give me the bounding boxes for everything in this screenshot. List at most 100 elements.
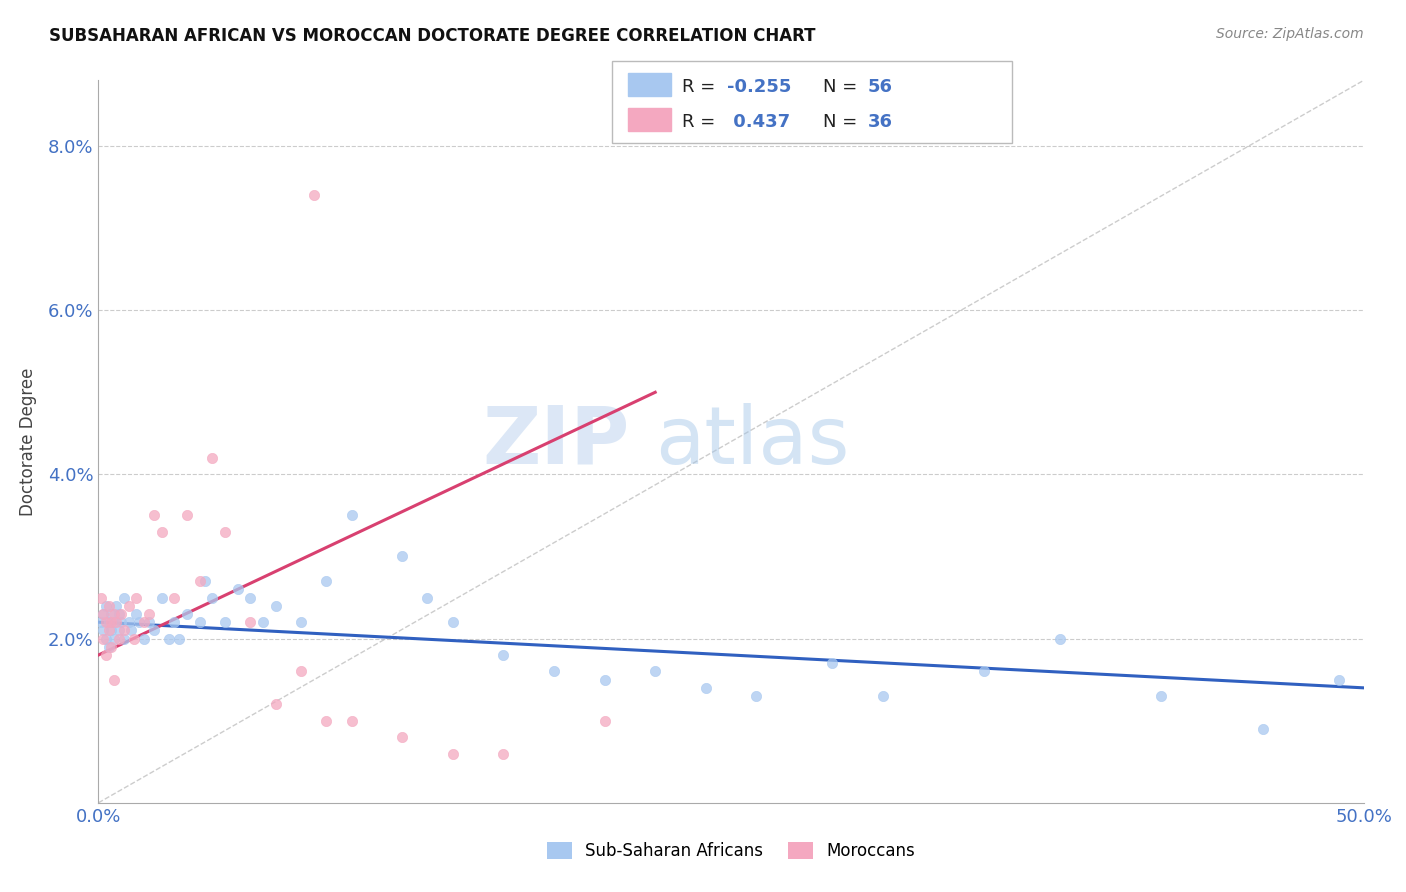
Sub-Saharan Africans <box>821 657 844 671</box>
Moroccans <box>107 632 129 646</box>
Sub-Saharan Africans <box>100 624 122 638</box>
Moroccans <box>118 599 141 613</box>
Moroccans <box>188 574 211 588</box>
Moroccans <box>94 648 117 662</box>
Moroccans <box>138 607 160 621</box>
Moroccans <box>176 508 198 523</box>
Sub-Saharan Africans <box>128 615 150 630</box>
Text: 56: 56 <box>868 78 893 96</box>
Moroccans <box>239 615 262 630</box>
Sub-Saharan Africans <box>188 615 211 630</box>
Sub-Saharan Africans <box>93 607 115 621</box>
Moroccans <box>264 698 287 712</box>
Sub-Saharan Africans <box>110 615 132 630</box>
Sub-Saharan Africans <box>163 615 186 630</box>
Sub-Saharan Africans <box>644 665 666 679</box>
Moroccans <box>132 615 155 630</box>
Sub-Saharan Africans <box>105 599 128 613</box>
Moroccans <box>97 624 120 638</box>
Sub-Saharan Africans <box>1327 673 1350 687</box>
Moroccans <box>315 714 337 728</box>
Moroccans <box>103 673 125 687</box>
Sub-Saharan Africans <box>118 615 141 630</box>
Text: R =: R = <box>682 78 721 96</box>
Moroccans <box>290 665 312 679</box>
Moroccans <box>94 615 117 630</box>
Sub-Saharan Africans <box>132 632 155 646</box>
Sub-Saharan Africans <box>90 615 112 630</box>
Sub-Saharan Africans <box>176 607 198 621</box>
Moroccans <box>125 591 148 605</box>
Sub-Saharan Africans <box>97 640 120 654</box>
Sub-Saharan Africans <box>120 624 142 638</box>
Sub-Saharan Africans <box>97 615 120 630</box>
Legend: Sub-Saharan Africans, Moroccans: Sub-Saharan Africans, Moroccans <box>540 835 922 867</box>
Sub-Saharan Africans <box>103 615 125 630</box>
Moroccans <box>302 188 325 202</box>
Moroccans <box>122 632 145 646</box>
Sub-Saharan Africans <box>872 689 894 703</box>
Moroccans <box>93 607 115 621</box>
Text: atlas: atlas <box>655 402 849 481</box>
Moroccans <box>110 607 132 621</box>
Sub-Saharan Africans <box>745 689 768 703</box>
Sub-Saharan Africans <box>214 615 236 630</box>
Sub-Saharan Africans <box>1150 689 1173 703</box>
Moroccans <box>340 714 363 728</box>
Text: 0.437: 0.437 <box>727 113 790 131</box>
Sub-Saharan Africans <box>492 648 515 662</box>
Sub-Saharan Africans <box>107 624 129 638</box>
Sub-Saharan Africans <box>169 632 191 646</box>
Text: ZIP: ZIP <box>482 402 630 481</box>
Moroccans <box>90 591 112 605</box>
Sub-Saharan Africans <box>695 681 717 695</box>
Sub-Saharan Africans <box>125 607 148 621</box>
Sub-Saharan Africans <box>441 615 464 630</box>
Moroccans <box>143 508 166 523</box>
Sub-Saharan Africans <box>1251 722 1274 736</box>
Moroccans <box>100 615 122 630</box>
Sub-Saharan Africans <box>1049 632 1071 646</box>
Moroccans <box>93 632 115 646</box>
Sub-Saharan Africans <box>315 574 337 588</box>
Sub-Saharan Africans <box>112 591 135 605</box>
Sub-Saharan Africans <box>138 615 160 630</box>
Text: -0.255: -0.255 <box>727 78 792 96</box>
Moroccans <box>97 599 120 613</box>
Moroccans <box>391 730 413 744</box>
Moroccans <box>441 747 464 761</box>
Text: N =: N = <box>823 78 862 96</box>
Sub-Saharan Africans <box>194 574 217 588</box>
Sub-Saharan Africans <box>264 599 287 613</box>
Sub-Saharan Africans <box>593 673 616 687</box>
Moroccans <box>150 524 173 539</box>
Moroccans <box>593 714 616 728</box>
Moroccans <box>105 615 128 630</box>
Text: N =: N = <box>823 113 862 131</box>
Text: Source: ZipAtlas.com: Source: ZipAtlas.com <box>1216 27 1364 41</box>
Sub-Saharan Africans <box>340 508 363 523</box>
Sub-Saharan Africans <box>391 549 413 564</box>
Moroccans <box>103 607 125 621</box>
Moroccans <box>100 640 122 654</box>
Sub-Saharan Africans <box>94 599 117 613</box>
Sub-Saharan Africans <box>252 615 274 630</box>
Sub-Saharan Africans <box>973 665 995 679</box>
Sub-Saharan Africans <box>157 632 180 646</box>
Sub-Saharan Africans <box>143 624 166 638</box>
Moroccans <box>112 624 135 638</box>
Text: SUBSAHARAN AFRICAN VS MOROCCAN DOCTORATE DEGREE CORRELATION CHART: SUBSAHARAN AFRICAN VS MOROCCAN DOCTORATE… <box>49 27 815 45</box>
Moroccans <box>492 747 515 761</box>
Text: 36: 36 <box>868 113 893 131</box>
Sub-Saharan Africans <box>112 632 135 646</box>
Moroccans <box>201 450 224 465</box>
Sub-Saharan Africans <box>416 591 439 605</box>
Sub-Saharan Africans <box>100 607 122 621</box>
Text: R =: R = <box>682 113 721 131</box>
Sub-Saharan Africans <box>93 624 115 638</box>
Sub-Saharan Africans <box>201 591 224 605</box>
Sub-Saharan Africans <box>150 591 173 605</box>
Sub-Saharan Africans <box>239 591 262 605</box>
Moroccans <box>214 524 236 539</box>
Sub-Saharan Africans <box>107 607 129 621</box>
